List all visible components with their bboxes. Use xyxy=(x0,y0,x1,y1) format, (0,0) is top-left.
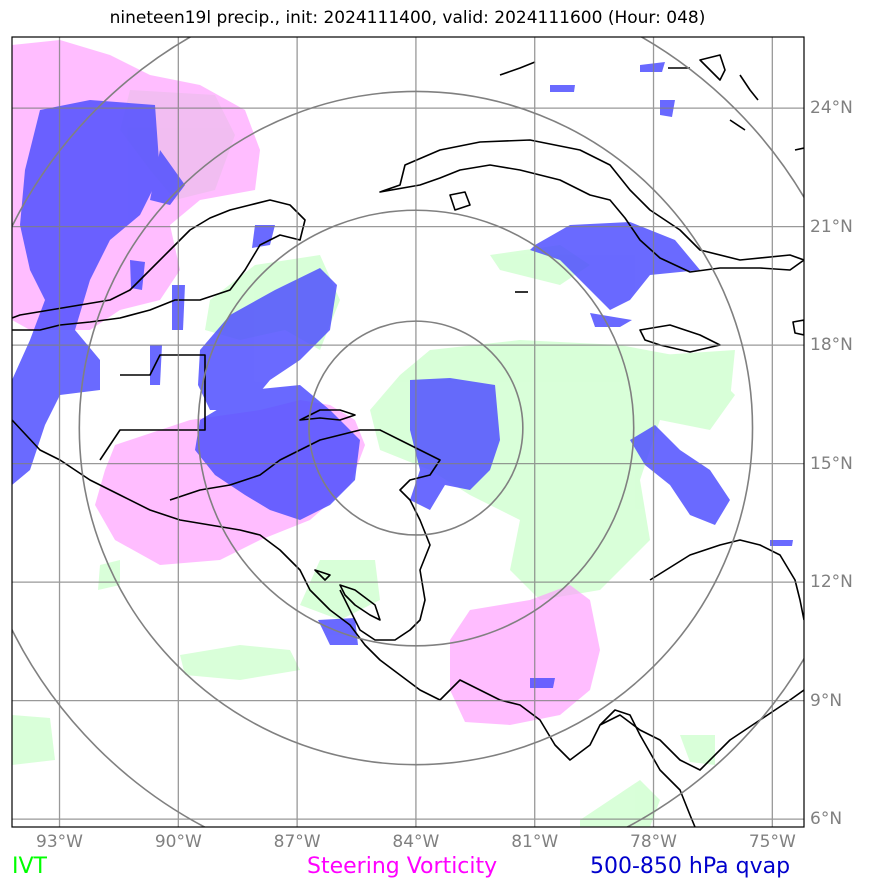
legend-vorticity: Steering Vorticity xyxy=(307,854,498,879)
lat-tick-label: 9°N xyxy=(810,690,843,711)
lat-tick-label: 21°N xyxy=(810,216,853,237)
lat-tick-label: 6°N xyxy=(810,809,843,830)
lon-tick-label: 81°W xyxy=(511,832,559,852)
range-ring xyxy=(308,320,524,536)
lat-tick-label: 18°N xyxy=(810,335,853,356)
lat-tick-label: 12°N xyxy=(810,572,853,593)
range-ring xyxy=(197,209,635,647)
range-rings xyxy=(12,37,804,827)
lon-tick-label: 90°W xyxy=(154,832,202,852)
map-title: nineteen19l precip., init: 2024111400, v… xyxy=(109,8,706,28)
lat-tick-label: 15°N xyxy=(810,453,853,474)
gridlines xyxy=(12,37,804,827)
lat-tick-label: 24°N xyxy=(810,98,853,119)
lon-tick-label: 93°W xyxy=(36,832,83,852)
lon-tick-label: 75°W xyxy=(748,832,796,852)
qvap-shading xyxy=(12,62,793,688)
lon-tick-label: 84°W xyxy=(392,832,440,852)
plot-frame xyxy=(11,36,805,828)
lon-tick-label: 78°W xyxy=(630,832,677,852)
lon-tick-label: 87°W xyxy=(273,832,321,852)
range-ring xyxy=(78,90,754,766)
legend-ivt: IVT xyxy=(12,854,47,879)
legend-qvap: 500-850 hPa qvap xyxy=(590,854,791,879)
